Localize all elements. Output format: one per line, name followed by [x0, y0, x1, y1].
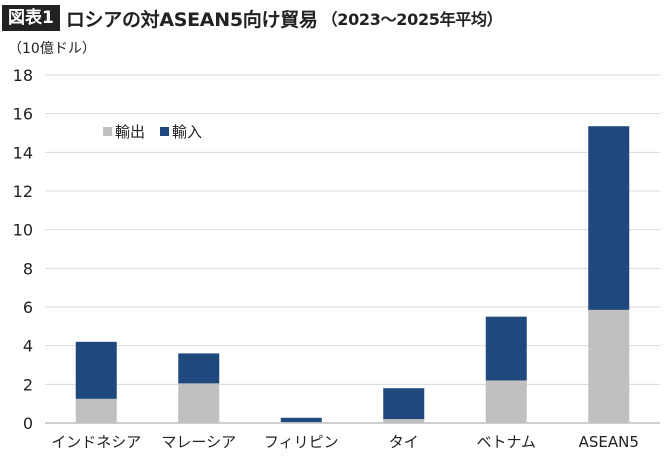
bar-export: [383, 419, 425, 423]
legend-swatch-import: [160, 127, 169, 136]
bar-export: [588, 309, 630, 423]
legend-swatch-export: [103, 127, 112, 136]
figure-badge: 図表1: [2, 5, 60, 31]
y-tick-label: 16: [13, 105, 33, 124]
chart-title: ロシアの対ASEAN5向け貿易: [65, 8, 318, 31]
bar-export: [485, 380, 527, 423]
bar-import: [383, 388, 425, 420]
y-tick-label: 18: [13, 66, 33, 85]
y-tick-label: 10: [13, 221, 33, 240]
y-tick-label: 0: [23, 414, 33, 433]
x-tick-label: ASEAN5: [579, 433, 639, 451]
x-tick-label: フィリピン: [264, 433, 339, 451]
bar-import: [178, 353, 220, 384]
y-tick-label: 12: [13, 182, 33, 201]
bar-import: [588, 126, 630, 310]
y-tick-label: 4: [23, 337, 33, 356]
y-tick-label: 8: [23, 259, 33, 278]
x-tick-label: インドネシア: [51, 433, 141, 451]
x-tick-label: マレーシア: [161, 433, 236, 451]
bar-import: [485, 316, 527, 381]
y-tick-label: 2: [23, 375, 33, 394]
legend-label-import: 輸入: [172, 123, 202, 141]
bar-import: [75, 341, 117, 399]
legend-label-export: 輸出: [115, 123, 145, 141]
bar-export: [75, 398, 117, 423]
bar-export: [280, 422, 322, 423]
y-tick-label: 14: [13, 143, 33, 162]
chart-title-row: 図表1 ロシアの対ASEAN5向け貿易 （2023〜2025年平均）: [2, 3, 503, 33]
y-axis-unit-label: （10億ドル）: [8, 41, 96, 57]
y-tick-label: 6: [23, 298, 33, 317]
x-tick-label: ベトナム: [476, 433, 536, 451]
bar-import: [280, 417, 322, 423]
bar-export: [178, 383, 220, 423]
chart-subtitle: （2023〜2025年平均）: [321, 10, 503, 29]
x-tick-label: タイ: [389, 433, 419, 451]
